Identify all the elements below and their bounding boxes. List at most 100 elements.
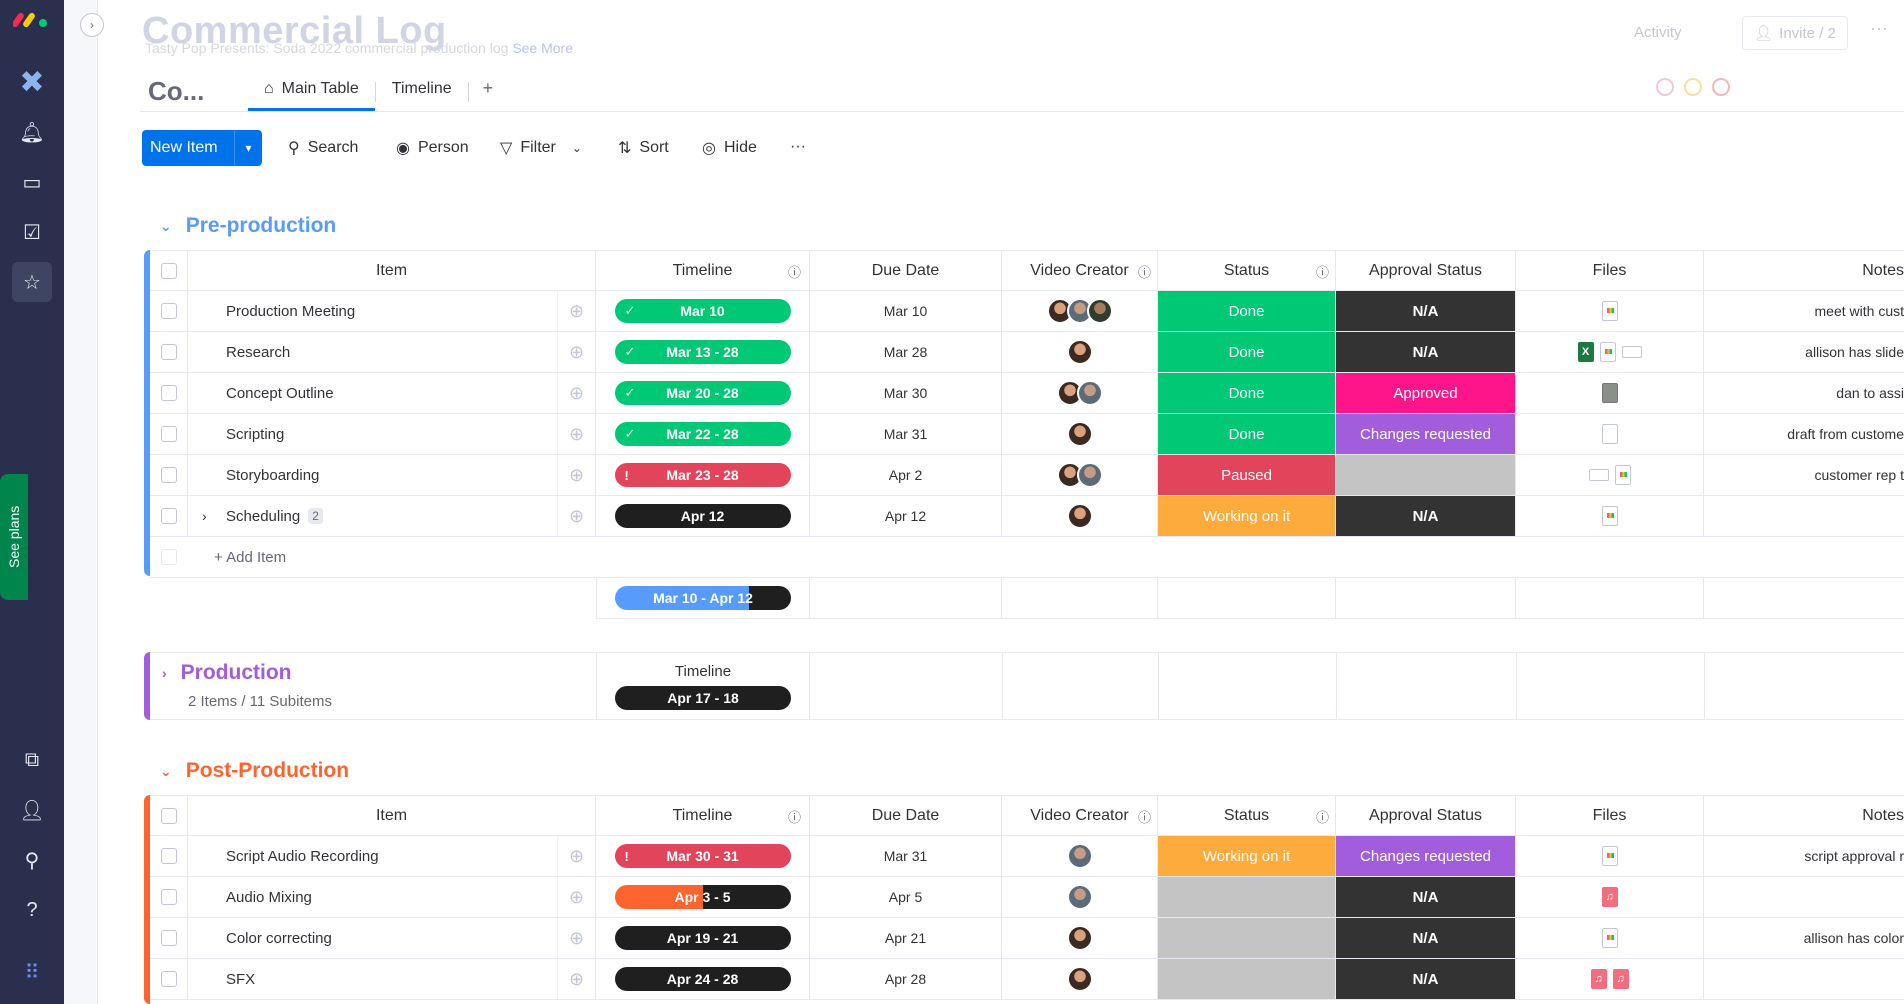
column-header-status[interactable]: Status ⓘ	[1158, 796, 1336, 836]
timeline-pill[interactable]: Apr 24 - 28	[614, 967, 791, 991]
status-cell[interactable]: Done	[1158, 332, 1336, 372]
avatar[interactable]	[1066, 884, 1093, 910]
image-file-icon[interactable]	[1601, 383, 1618, 403]
timeline-summary-pill[interactable]: Mar 10 - Apr 12	[615, 586, 791, 610]
add-update-icon[interactable]: ⊕	[558, 877, 596, 917]
expand-subitems-icon[interactable]: ›	[202, 508, 207, 524]
column-header-status[interactable]: Status ⓘ	[1158, 251, 1336, 291]
due-date-cell[interactable]: Apr 21	[810, 918, 1002, 958]
bell-icon[interactable]: 🔔︎	[19, 121, 45, 144]
video-creator-cell[interactable]	[1002, 414, 1158, 454]
tab-main-table[interactable]: ⌂ Main Table	[248, 76, 375, 111]
video-creator-cell[interactable]	[1002, 959, 1158, 999]
files-cell[interactable]	[1516, 414, 1704, 454]
timeline-cell[interactable]: ! Mar 30 - 31	[596, 836, 810, 876]
approval-status-cell[interactable]: Changes requested	[1336, 414, 1516, 454]
timeline-pill[interactable]: Apr 19 - 21	[614, 926, 791, 950]
status-cell[interactable]: Done	[1158, 414, 1336, 454]
column-header-notes[interactable]: Notes	[1862, 262, 1904, 279]
column-header-approval-status[interactable]: Approval Status	[1336, 251, 1516, 291]
sort-button[interactable]: ⇅ Sort	[618, 138, 669, 158]
file-icon[interactable]	[1601, 928, 1618, 948]
item-name-cell[interactable]: Storyboarding	[188, 455, 558, 495]
timeline-cell[interactable]: ✓ Mar 10	[596, 291, 810, 331]
avatar[interactable]	[1076, 462, 1103, 488]
due-date-cell[interactable]: Apr 2	[810, 455, 1002, 495]
column-header-files[interactable]: Files	[1516, 796, 1704, 836]
avatar[interactable]	[1066, 421, 1093, 447]
audio-file-icon[interactable]: ♫	[1590, 969, 1607, 989]
video-creator-cell[interactable]	[1002, 373, 1158, 413]
favorites-icon[interactable]: ☆	[12, 262, 52, 302]
monday-logo-icon[interactable]	[13, 8, 51, 30]
table-row[interactable]: Scripting ⊕ ✓ Mar 22 - 28 Mar 31 Done Cha…	[150, 414, 1904, 455]
table-row[interactable]: › Scheduling 2 ⊕ Apr 12 Apr 12 Working o…	[150, 496, 1904, 537]
status-cell[interactable]: Working on it	[1158, 496, 1336, 536]
row-checkbox[interactable]	[160, 385, 177, 401]
excel-file-icon[interactable]: X	[1577, 342, 1594, 362]
approval-status-cell[interactable]: N/A	[1336, 291, 1516, 331]
info-icon[interactable]: ⓘ	[1137, 264, 1151, 280]
group-collapsed-production[interactable]: › Production 2 Items / 11 Subitems Timel…	[150, 652, 1904, 720]
see-plans-button[interactable]: See plans	[0, 474, 28, 600]
files-cell[interactable]: ♫ ♫	[1516, 959, 1704, 999]
avatar[interactable]	[1066, 925, 1093, 951]
add-update-icon[interactable]: ⊕	[558, 332, 596, 372]
chevron-down-icon[interactable]: ▾	[234, 130, 262, 166]
due-date-cell[interactable]: Apr 5	[810, 877, 1002, 917]
column-header-due-date[interactable]: Due Date	[810, 796, 1002, 836]
status-cell[interactable]	[1158, 918, 1336, 958]
timeline-pill[interactable]: ✓ Mar 22 - 28	[614, 422, 791, 446]
table-row[interactable]: Research ⊕ ✓ Mar 13 - 28 Mar 28 Done N/A …	[150, 332, 1904, 373]
due-date-cell[interactable]: Mar 30	[810, 373, 1002, 413]
row-checkbox[interactable]	[160, 508, 177, 524]
file-icon[interactable]	[1601, 846, 1618, 866]
status-cell[interactable]: Done	[1158, 373, 1336, 413]
table-row[interactable]: Concept Outline ⊕ ✓ Mar 20 - 28 Mar 30 Do…	[150, 373, 1904, 414]
table-row[interactable]: Script Audio Recording ⊕ ! Mar 30 - 31 Ma…	[150, 836, 1904, 877]
timeline-pill[interactable]: Apr 3 - 5	[614, 885, 791, 909]
item-name-cell[interactable]: › Scheduling 2	[188, 496, 558, 536]
column-header-files[interactable]: Files	[1516, 251, 1704, 291]
column-header-timeline[interactable]: Timeline ⓘ	[596, 796, 810, 836]
expand-sidebar-icon[interactable]: ›	[80, 13, 104, 37]
chevron-right-icon[interactable]: ›	[162, 665, 167, 681]
timeline-cell[interactable]: ✓ Mar 20 - 28	[596, 373, 810, 413]
file-icon[interactable]	[1601, 506, 1618, 526]
approval-status-cell[interactable]: N/A	[1336, 959, 1516, 999]
add-update-icon[interactable]: ⊕	[558, 959, 596, 999]
notes-cell[interactable]: meet with cust	[1814, 303, 1904, 319]
due-date-cell[interactable]: Apr 28	[810, 959, 1002, 999]
item-name-cell[interactable]: Script Audio Recording	[188, 836, 558, 876]
table-row[interactable]: Color correcting ⊕ Apr 19 - 21 Apr 21 N/…	[150, 918, 1904, 959]
approval-status-cell[interactable]: N/A	[1336, 918, 1516, 958]
item-name-cell[interactable]: Audio Mixing	[188, 877, 558, 917]
file-icon[interactable]	[1621, 346, 1642, 358]
workspace-icon[interactable]: ✖	[19, 65, 45, 99]
add-update-icon[interactable]: ⊕	[558, 918, 596, 958]
group-title[interactable]: Pre-production	[185, 214, 337, 237]
notes-cell[interactable]: allison has color	[1803, 930, 1904, 946]
add-update-icon[interactable]: ⊕	[558, 291, 596, 331]
due-date-cell[interactable]: Mar 28	[810, 332, 1002, 372]
group-header-pre-production[interactable]: ⌄ Pre-production	[160, 214, 336, 238]
item-name-cell[interactable]: Color correcting	[188, 918, 558, 958]
select-all-checkbox[interactable]	[160, 263, 177, 279]
board-title[interactable]: Commercial Log	[142, 10, 447, 52]
approval-status-cell[interactable]: N/A	[1336, 877, 1516, 917]
column-header-item[interactable]: Item	[188, 251, 596, 291]
add-item-input[interactable]: + Add Item	[214, 549, 287, 566]
avatar[interactable]	[1066, 843, 1093, 869]
timeline-cell[interactable]: ✓ Mar 22 - 28	[596, 414, 810, 454]
inbox-icon[interactable]: ▭	[22, 171, 42, 194]
info-icon[interactable]: ⓘ	[787, 264, 801, 280]
notes-cell[interactable]: draft from custome	[1787, 426, 1904, 442]
info-icon[interactable]: ⓘ	[1315, 809, 1329, 825]
timeline-pill[interactable]: ! Mar 30 - 31	[614, 844, 791, 868]
column-header-item[interactable]: Item	[188, 796, 596, 836]
due-date-cell[interactable]: Mar 31	[810, 414, 1002, 454]
tab-timeline[interactable]: Timeline	[376, 76, 468, 108]
row-checkbox[interactable]	[160, 930, 177, 946]
avatar[interactable]	[1066, 339, 1093, 365]
column-header-approval-status[interactable]: Approval Status	[1336, 796, 1516, 836]
